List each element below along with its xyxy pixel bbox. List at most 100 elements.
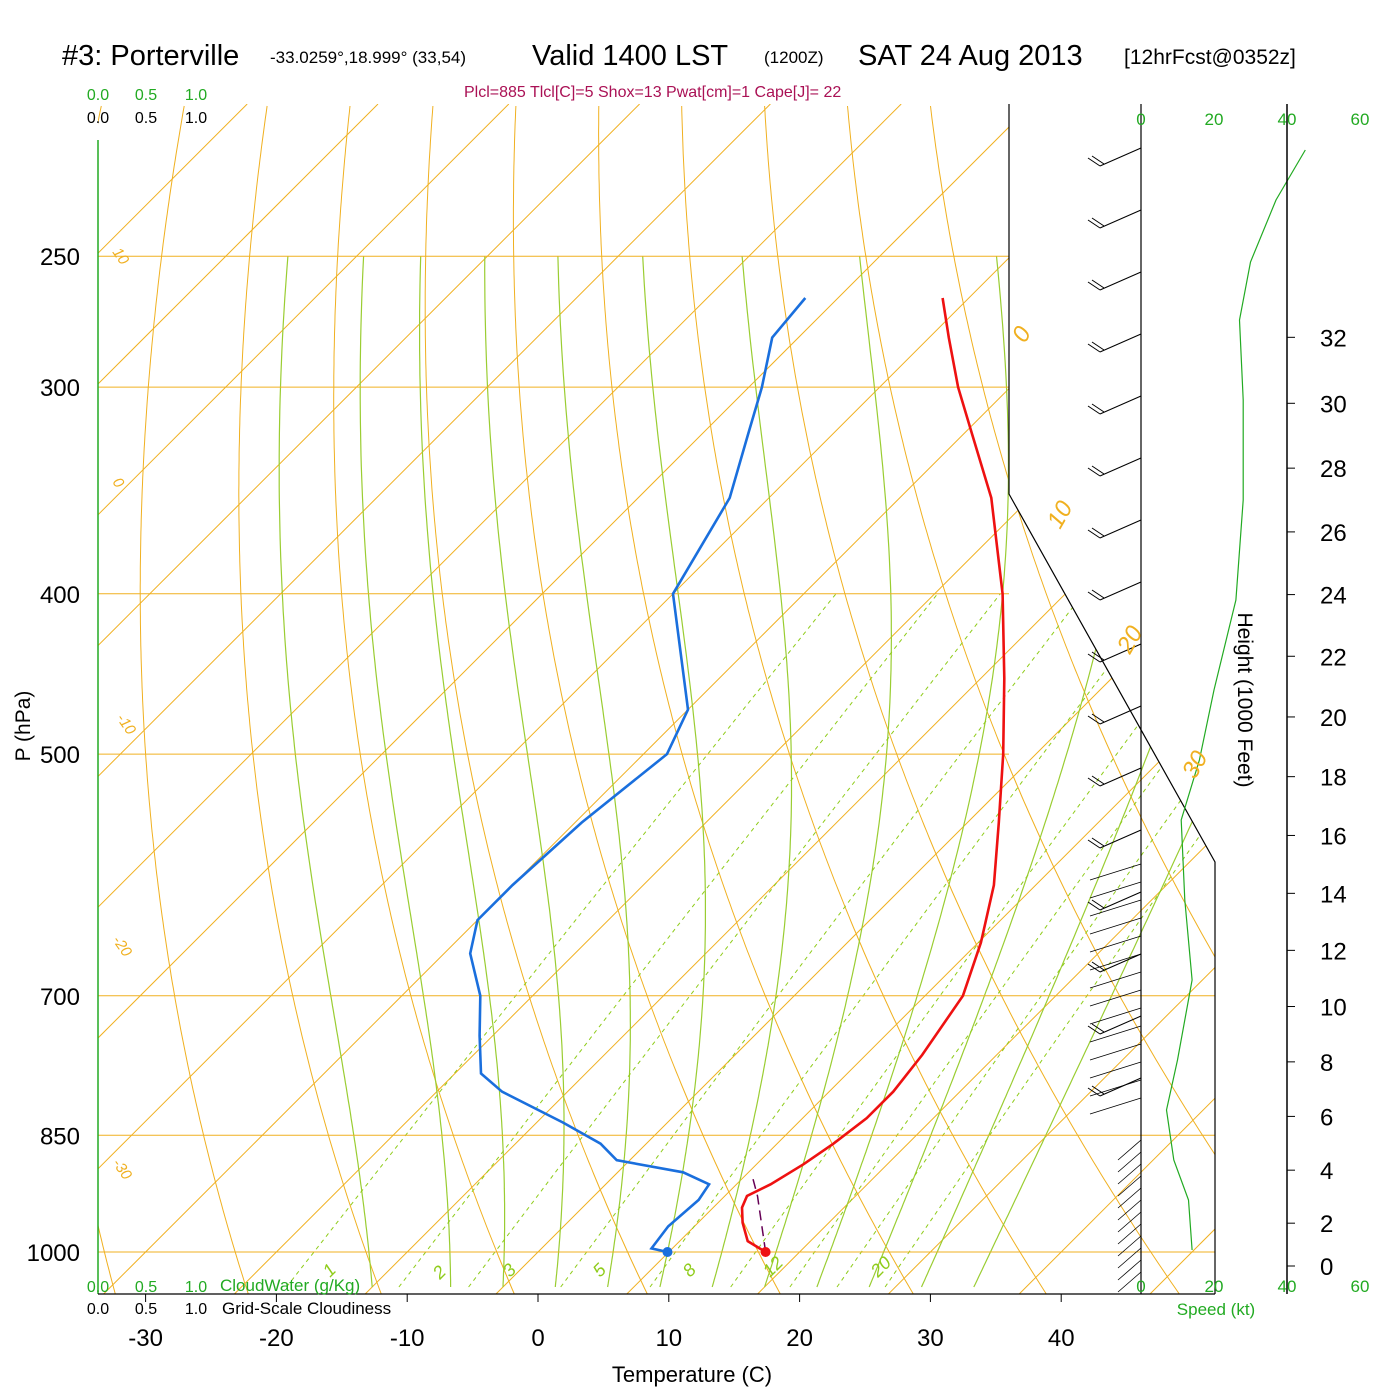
wind-barb-flag	[1087, 467, 1101, 477]
cloudwater-tick-bottom: 1.0	[185, 1279, 207, 1296]
wind-barb-low	[1089, 917, 1142, 935]
wind-barb-surface	[1117, 1259, 1142, 1281]
cloudiness-title: Grid-Scale Cloudiness	[222, 1299, 391, 1318]
temperature-label: -20	[259, 1325, 294, 1352]
pressure-label: 500	[40, 742, 80, 769]
wind-barb-low	[1089, 953, 1142, 971]
wind-barb-surface	[1117, 1175, 1142, 1197]
isotherm-label: -20	[109, 933, 136, 961]
moist-adiabat	[557, 256, 632, 1288]
isotherm	[757, 104, 1215, 1294]
mixing-ratio-line	[789, 593, 1215, 1288]
mixing-ratio-label: 20	[866, 1253, 895, 1282]
dry-adiabat	[98, 105, 116, 1294]
speed-tick-top: 20	[1205, 110, 1224, 129]
parcel-path	[751, 1176, 767, 1253]
height-label: 18	[1320, 765, 1347, 792]
mixing-ratio-line	[398, 593, 938, 1288]
cloudwater-title: CloudWater (g/Kg)	[220, 1276, 360, 1295]
temperature-label: -10	[390, 1325, 425, 1352]
wind-barb-staff	[1099, 333, 1142, 353]
moist-adiabat	[973, 256, 1215, 1288]
wind-barb-flag	[1091, 1085, 1105, 1095]
height-label: 32	[1320, 325, 1347, 352]
wind-barb-flag	[1087, 281, 1101, 291]
wind-barb-flag	[1087, 219, 1101, 229]
pressure-label: 300	[40, 375, 80, 402]
height-label: 0	[1320, 1254, 1333, 1281]
wind-barb-low	[1089, 863, 1142, 881]
wind-barb-flag	[1091, 465, 1105, 475]
plot-right-border	[1008, 104, 1216, 1294]
isotherm-label: 0	[109, 475, 128, 492]
mixing-ratio-line	[468, 593, 1001, 1288]
wind-barb-flag	[1091, 279, 1105, 289]
height-label: 14	[1320, 881, 1347, 908]
dry-adiabat	[139, 105, 249, 1294]
mixing-ratio-label: 3	[499, 1260, 520, 1281]
wind-barb-low	[1089, 881, 1142, 899]
isotherm	[98, 104, 640, 1294]
wind-barb-surface	[1117, 1247, 1142, 1269]
cloudiness-tick-top: 0.5	[135, 110, 157, 127]
dry-adiabat	[847, 105, 1215, 1294]
wind-barb	[1087, 581, 1142, 601]
wind-barb-staff	[1099, 457, 1142, 477]
wind-barb-low	[1089, 899, 1142, 917]
speed-tick-bottom: 40	[1278, 1277, 1297, 1296]
speed-tick-bottom: 20	[1205, 1277, 1224, 1296]
stability-indices: Plcl=885 Tlcl[C]=5 Shox=13 Pwat[cm]=1 Ca…	[464, 84, 842, 101]
wind-barb-flag	[1091, 403, 1105, 413]
wind-barb-staff	[1099, 705, 1142, 725]
isotherm	[495, 104, 1215, 1294]
mixing-ratio-line	[286, 593, 837, 1288]
wind-barb-low	[1089, 971, 1142, 989]
wind-barb-low	[1089, 935, 1142, 953]
isotherm-label: 10	[109, 245, 133, 269]
speed-tick-top: 40	[1278, 110, 1297, 129]
speed-tick-bottom: 60	[1351, 1277, 1370, 1296]
height-label: 2	[1320, 1211, 1333, 1238]
isotherm	[98, 104, 510, 1294]
isotherm	[1018, 104, 1215, 1294]
station-title: #3: Porterville	[62, 40, 240, 72]
wind-barb	[1087, 333, 1142, 353]
moist-adiabat	[278, 256, 373, 1288]
speed-axis-title: Speed (kt)	[1177, 1300, 1255, 1319]
isotherm	[103, 104, 1215, 1294]
moist-adiabat	[816, 256, 1009, 1288]
wind-barb	[1087, 1077, 1142, 1097]
temperature-label: 20	[786, 1325, 813, 1352]
height-label: 16	[1320, 823, 1347, 850]
dry-adiabat	[681, 105, 1047, 1294]
height-label: 24	[1320, 583, 1347, 610]
mixing-ratio-line	[649, 593, 1164, 1288]
temperature-label: 10	[655, 1325, 682, 1352]
wind-barb-flag	[1087, 1025, 1101, 1035]
wind-barb-flag	[1091, 775, 1105, 785]
isotherm	[1149, 104, 1215, 1294]
height-label: 30	[1320, 391, 1347, 418]
wind-barb-low	[1089, 1025, 1142, 1043]
isotherm	[98, 104, 1033, 1294]
wind-barb-staff	[1099, 767, 1142, 787]
isotherm-label: 20	[1111, 621, 1149, 659]
wind-barb-staff	[1099, 271, 1142, 291]
height-label: 28	[1320, 456, 1347, 483]
surface-dewpoint-dot	[662, 1247, 673, 1257]
wind-barb	[1087, 395, 1142, 415]
wind-barb-flag	[1091, 589, 1105, 599]
height-label: 26	[1320, 520, 1347, 547]
moist-adiabat	[484, 256, 565, 1288]
cloudwater-tick-bottom: 0.0	[87, 1279, 109, 1296]
station-coords: -33.0259°,18.999° (33,54)	[270, 48, 467, 67]
isotherm	[234, 104, 1215, 1294]
isotherm	[98, 104, 379, 1294]
temperature-profile	[740, 297, 1006, 1254]
wind-barb-low	[1089, 1007, 1142, 1025]
dry-adiabat	[424, 105, 648, 1294]
wind-barb-flag	[1091, 651, 1105, 661]
wind-barb-staff	[1099, 891, 1142, 911]
isotherm	[98, 104, 902, 1294]
